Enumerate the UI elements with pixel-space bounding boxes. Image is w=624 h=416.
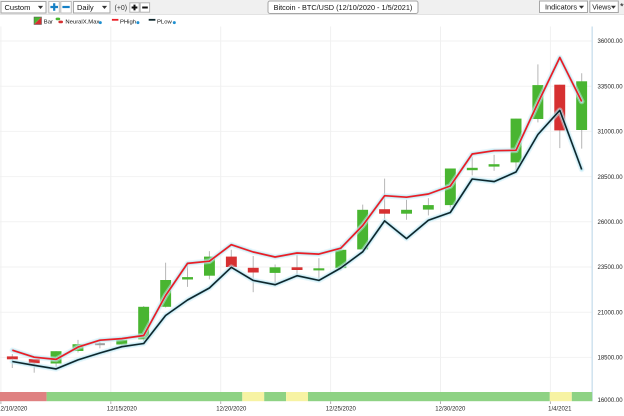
svg-text:Bitcoin - BTC/USD (12/10/2020: Bitcoin - BTC/USD (12/10/2020 - 1/5/2021… — [274, 3, 413, 12]
svg-text:33500.00: 33500.00 — [598, 84, 624, 90]
svg-text:12/15/2020: 12/15/2020 — [107, 407, 138, 413]
svg-text:12/30/2020: 12/30/2020 — [435, 407, 466, 413]
svg-text:Custom: Custom — [5, 3, 31, 12]
svg-text:*: * — [620, 2, 624, 13]
svg-text:PHigh: PHigh — [120, 19, 136, 25]
svg-text:PLow: PLow — [157, 19, 172, 25]
svg-text:23500.00: 23500.00 — [598, 265, 624, 271]
svg-text:Views: Views — [592, 5, 611, 12]
svg-text:NeuralX.Max: NeuralX.Max — [65, 19, 99, 25]
svg-text:1/4/2021: 1/4/2021 — [548, 407, 572, 413]
svg-text:Bar: Bar — [44, 19, 53, 25]
svg-text:Daily: Daily — [77, 3, 94, 12]
svg-text:12/25/2020: 12/25/2020 — [326, 407, 357, 413]
svg-text:Indicators: Indicators — [545, 3, 577, 12]
svg-text:12/20/2020: 12/20/2020 — [216, 407, 247, 413]
svg-text:28500.00: 28500.00 — [598, 175, 624, 181]
svg-text:12/10/2020: 12/10/2020 — [0, 407, 28, 413]
svg-text:31000.00: 31000.00 — [598, 130, 624, 136]
svg-text:36000.00: 36000.00 — [598, 39, 624, 45]
svg-text:21000.00: 21000.00 — [598, 310, 624, 316]
svg-text:(+0): (+0) — [115, 5, 128, 12]
svg-text:18500.00: 18500.00 — [598, 356, 624, 362]
svg-text:26000.00: 26000.00 — [598, 220, 624, 226]
svg-text:16000.00: 16000.00 — [598, 398, 624, 404]
